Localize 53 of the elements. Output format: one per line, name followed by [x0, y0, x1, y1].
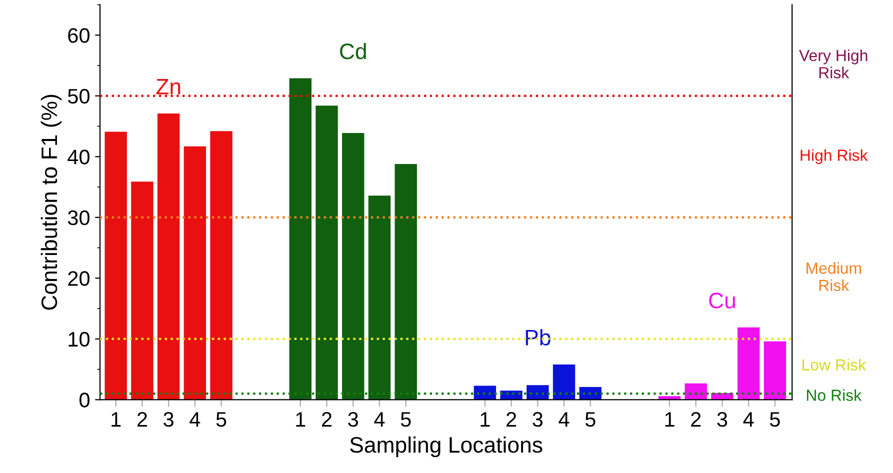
series-label: Zn — [156, 79, 180, 94]
text: Low Risk — [802, 358, 866, 371]
y-tick-label: 30 — [68, 210, 90, 226]
y-tick-label: 60 — [68, 28, 90, 43]
x-tick-label: 1 — [296, 412, 306, 427]
y-tick-label: 40 — [68, 150, 90, 164]
x-tick-label: 3 — [164, 412, 174, 427]
x-tick-label: 5 — [400, 412, 411, 427]
text: No Risk — [806, 389, 862, 401]
y-tick-label: 20 — [68, 271, 90, 286]
y-tick-label: 50 — [68, 88, 90, 104]
x-tick-label: 1 — [665, 412, 674, 427]
bar — [368, 196, 391, 400]
bar — [131, 182, 154, 400]
series-label: Cd — [340, 42, 366, 60]
series-label: Pb — [526, 329, 550, 346]
text: Very High Risk — [799, 49, 868, 78]
bar — [289, 78, 312, 400]
x-tick-label: 2 — [322, 412, 332, 427]
x-tick-label: 1 — [480, 412, 490, 427]
bar — [210, 131, 232, 400]
x-tick-label: 2 — [691, 412, 701, 427]
x-tick-label: 3 — [717, 412, 728, 427]
x-tick-label: 5 — [770, 412, 780, 427]
bar — [184, 146, 206, 400]
bar — [526, 385, 549, 400]
bar — [342, 132, 364, 400]
bar — [684, 383, 707, 400]
x-tick-label: 2 — [137, 412, 147, 427]
bar — [157, 114, 180, 400]
x-tick-label: 4 — [190, 412, 200, 427]
bar — [104, 132, 127, 400]
x-tick-label: 5 — [585, 412, 596, 427]
x-tick-label: 3 — [348, 412, 358, 427]
bar — [394, 164, 417, 400]
x-tick-label: 4 — [374, 412, 385, 427]
bar — [764, 341, 786, 400]
x-tick-label: 4 — [743, 412, 754, 427]
bar — [316, 106, 338, 400]
text: Medium Risk — [806, 262, 861, 292]
series-label: Cu — [709, 292, 735, 308]
x-tick-label: 5 — [216, 412, 226, 427]
x-tick-label: 3 — [532, 412, 543, 427]
bar — [737, 327, 760, 400]
text: High Risk — [800, 149, 868, 164]
x-tick-label: 2 — [506, 412, 516, 427]
y-tick-label: 0 — [80, 392, 90, 408]
bar — [552, 364, 576, 400]
x-tick-label: 4 — [558, 412, 570, 427]
x-tick-label: 1 — [112, 412, 121, 427]
y-tick-label: 10 — [68, 332, 90, 347]
y-axis-title: Contribution to F1 (%) — [40, 94, 62, 310]
x-axis-title: Sampling Locations — [350, 436, 542, 458]
